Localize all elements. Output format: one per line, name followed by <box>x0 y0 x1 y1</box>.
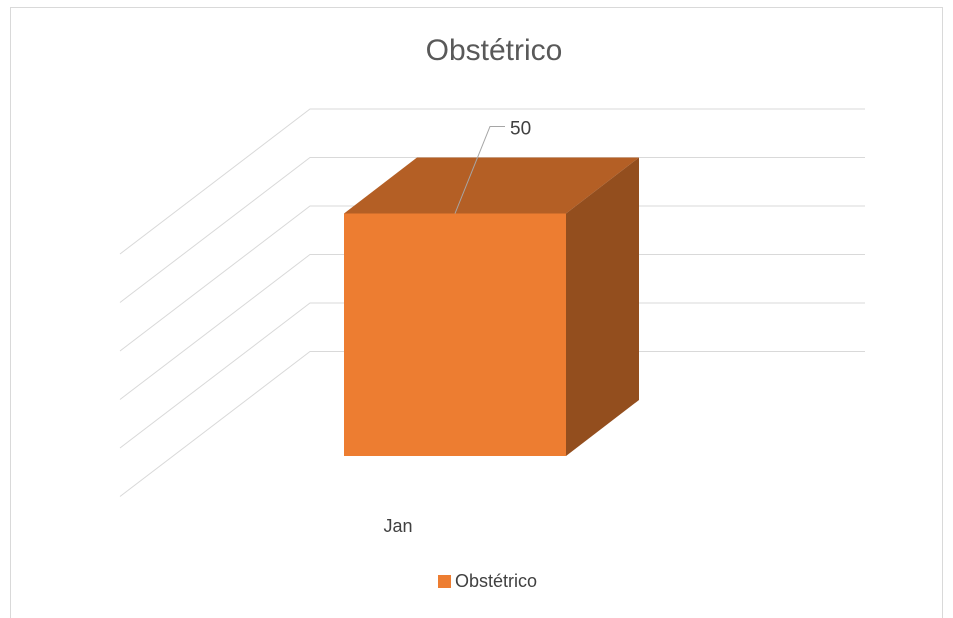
grid-line <box>119 302 865 449</box>
bar <box>344 213 566 456</box>
bar-side <box>566 157 639 456</box>
chart-title: Obstétrico <box>426 34 563 67</box>
grid-line <box>119 108 865 255</box>
data-label: 50 <box>510 119 531 140</box>
grid-line <box>119 205 865 352</box>
grid-line <box>119 157 865 303</box>
grid-line <box>119 254 865 400</box>
x-tick-label: Jan <box>383 516 412 536</box>
bar-top <box>344 157 639 214</box>
grid-line <box>119 351 865 497</box>
legend-label: Obstétrico <box>455 571 537 591</box>
leader-line <box>454 126 505 214</box>
legend-swatch <box>438 575 451 588</box>
